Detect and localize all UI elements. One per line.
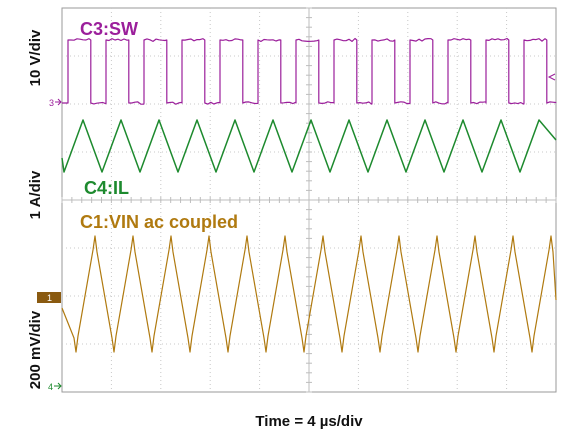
marker-c3-arrow [55,98,62,106]
c1-label: C1:VIN ac coupled [80,212,238,232]
ylabel-c1: 200 mV/div [27,310,44,389]
c4-il-trace [61,119,557,173]
marker-c3: 3 [49,98,54,108]
marker-c1: 1 [47,293,52,303]
trigger-marker [547,73,556,81]
traces [61,37,557,353]
x-axis-label: Time = 4 µs/div [255,413,363,430]
ylabel-c3: 10 V/div [27,29,44,86]
marker-4-arrow [54,382,62,390]
c1-vin-trace [61,235,557,353]
c3-label: C3:SW [80,19,138,39]
ylabel-c4: 1 A/div [27,170,44,219]
c4-label: C4:IL [84,178,129,198]
grid [61,7,557,393]
marker-c1-box [37,292,61,303]
c3-sw-trace [62,37,557,105]
marker-4: 4 [48,382,53,392]
